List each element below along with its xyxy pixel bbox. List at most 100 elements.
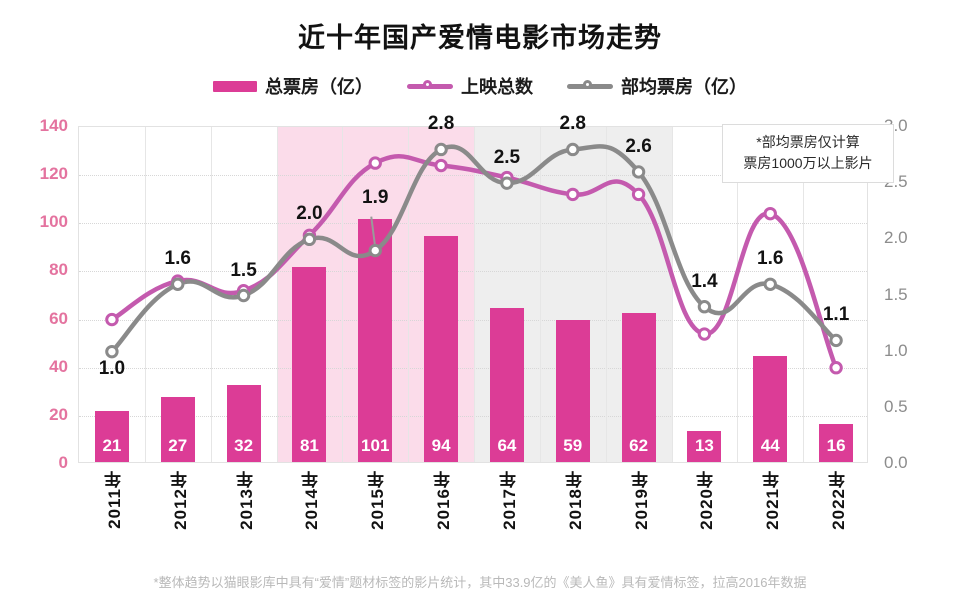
y-axis-left-tick: 100 [39,212,68,232]
y-axis-left-tick: 120 [39,164,68,184]
x-axis-label: 2012年 [170,470,190,530]
y-axis-right-tick: 1.0 [884,340,908,360]
y-axis-left-tick: 0 [58,453,68,472]
legend-label: 上映总数 [461,77,533,97]
x-axis-label: 2020年 [697,470,717,530]
y-axis-left-tick: 140 [39,116,68,135]
y-axis-right-tick: 0.5 [884,396,908,416]
release-count-marker [763,206,777,221]
avg-boxoffice-value-label: 1.9 [362,186,389,208]
release-count-marker [171,274,185,288]
bar-value-label: 59 [563,436,583,455]
x-axis-labels: 2011年 2012年 2013年 2014年 2015年 2016年 2017年 2018年… [78,470,868,550]
category-separator [408,127,410,462]
legend-item-release-count: 上映总数 [407,73,533,99]
bar [226,384,261,462]
avg-boxoffice-marker [171,277,185,291]
bar-value-label: 44 [760,436,780,455]
x-axis-label: 2017年 [499,470,519,530]
category-separator [605,127,607,462]
page-title: 近十年国产爱情电影市场走势 [298,23,662,53]
line-circle-swatch-icon [567,79,613,93]
avg-boxoffice-marker [697,300,712,314]
bar [819,423,854,462]
avg-boxoffice-value-label: 1.4 [691,270,718,292]
x-axis-label: 2014年 [302,470,322,530]
bar-value-label: 94 [431,436,451,455]
category-separator [539,127,541,462]
bar-value-label: 16 [826,436,846,455]
bar [160,397,195,462]
avg-boxoffice-value-label: 2.6 [625,135,652,157]
avg-boxoffice-value-label: 1.6 [164,248,191,270]
release-count-marker [236,283,251,298]
bar [358,218,393,462]
avg-boxoffice-marker [829,333,843,348]
legend-label: 总票房（亿） [265,77,373,97]
x-axis-label: 2018年 [565,470,585,530]
x-axis-label: 2019年 [631,470,651,530]
y-axis-left: 0 20 40 60 80 100 120 140 [20,116,68,472]
category-separator [210,127,212,462]
avg-boxoffice-value-label: 2.8 [559,113,586,135]
avg-boxoffice-value-label: 1.5 [230,259,257,281]
bar [753,356,788,462]
category-separator [671,127,673,462]
bar-value-label: 64 [497,436,517,455]
y-axis-left-tick: 40 [49,356,68,376]
avg-boxoffice-value-label: 2.8 [427,113,455,135]
x-axis-label: 2015年 [368,470,388,530]
y-axis-left-tick: 20 [49,404,68,424]
bar-value-label: 13 [694,436,714,455]
x-axis-label: 2016年 [434,470,454,530]
avg-boxoffice-marker [236,288,251,303]
bar [687,430,722,462]
legend-item-avg-boxoffice: 部均票房（亿） [567,73,747,99]
legend-item-total-boxoffice: 总票房（亿） [213,73,373,99]
avg-boxoffice-marker [105,344,119,359]
gridline [79,415,867,417]
bar-value-label: 81 [299,436,319,455]
avg-boxoffice-value-label: 2.5 [493,147,521,169]
bar [292,267,327,462]
y-axis-left-tick: 60 [49,308,68,328]
avg-boxoffice-value-label: 1.6 [757,248,784,270]
category-separator [474,127,475,462]
bar [424,235,459,462]
annotation-line-2: 票房1000万以上影片 [743,155,873,171]
avg-boxoffice-value-label: 1.0 [98,357,126,379]
y-axis-right-tick: 1.5 [884,284,908,304]
y-axis-left-tick: 80 [49,260,68,280]
x-axis-label: 2013年 [236,470,256,530]
bar-value-label: 62 [629,436,649,455]
x-axis-label: 2011年 [104,470,124,529]
gridline [79,367,867,369]
x-axis-label: 2022年 [829,470,849,530]
annotation-note-box: *部均票房仅计算 票房1000万以上影片 [722,124,894,183]
category-separator [276,127,278,462]
category-separator [144,127,146,462]
gridline [79,223,867,225]
avg-boxoffice-value-label: 1.1 [822,304,850,326]
line-circle-swatch-icon [407,79,453,93]
bar-value-label: 27 [168,436,188,455]
bar [94,411,129,462]
footnote: *整体趋势以猫眼影库中具有“爱情”题材标签的影片统计，其中33.9亿的《美人鱼》… [153,575,807,590]
gridline [79,271,867,273]
bar-value-label: 32 [234,436,254,455]
x-axis-label: 2021年 [763,470,783,530]
release-count-marker [697,327,712,341]
gridline [79,319,867,321]
y-axis-right-tick: 2.0 [884,228,908,248]
bar-value-label: 21 [102,436,122,455]
bar-value-label: 101 [361,436,390,455]
annotation-line-1: *部均票房仅计算 [756,134,860,150]
y-axis-right-tick: 0.0 [884,453,908,472]
category-separator [342,127,344,462]
chart-legend: 总票房（亿） 上映总数 部均票房（亿） [0,73,960,99]
avg-boxoffice-marker [763,277,777,291]
bar-swatch-icon [213,80,257,92]
avg-boxoffice-value-label: 2.0 [296,203,323,225]
legend-label: 部均票房（亿） [621,77,747,97]
